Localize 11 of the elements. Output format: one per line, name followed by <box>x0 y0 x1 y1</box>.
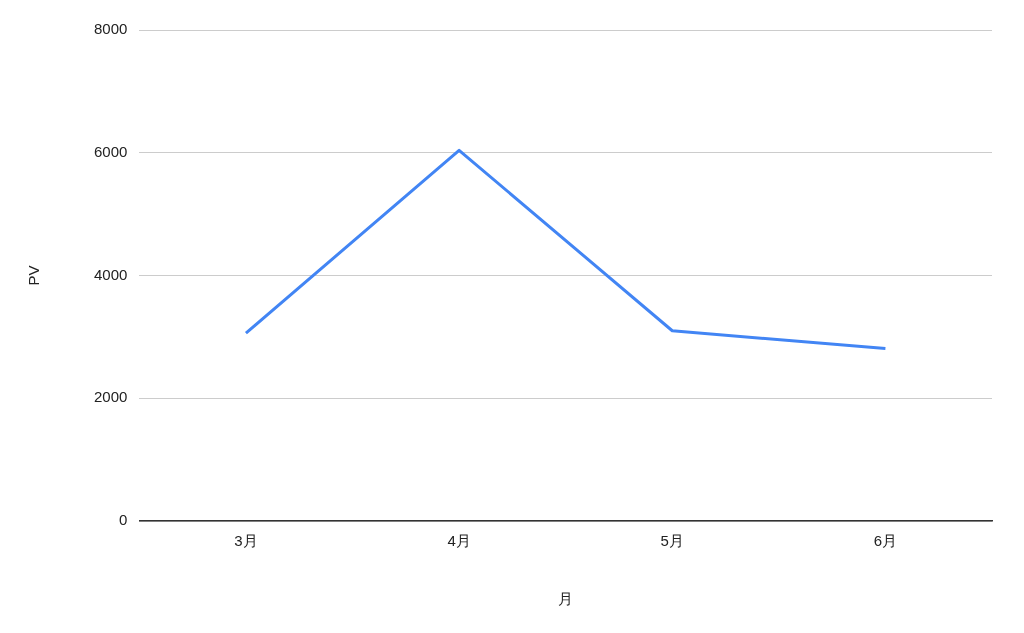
x-axis-title: 月 <box>558 590 574 608</box>
y-tick-label: 2000 <box>93 388 128 406</box>
x-tick-label: 6月 <box>873 532 898 550</box>
y-tick-label: 0 <box>119 511 128 529</box>
y-tick-label: 4000 <box>93 265 128 283</box>
x-tick-label: 4月 <box>447 532 471 550</box>
y-tick-label: 6000 <box>93 142 128 160</box>
y-tick-label: 8000 <box>93 20 128 38</box>
x-tick-label: 5月 <box>660 532 684 550</box>
y-axis-title: PV <box>25 265 43 286</box>
x-tick-label: 3月 <box>234 532 258 550</box>
